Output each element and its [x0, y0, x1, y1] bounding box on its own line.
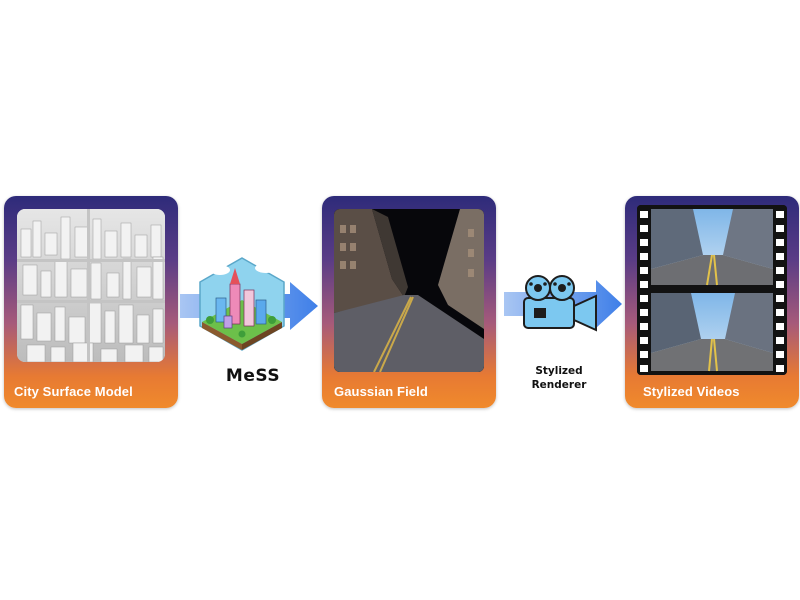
stylized-videos-panel: Stylized Videos — [625, 196, 799, 408]
city-surface-model-panel: City Surface Model — [4, 196, 178, 408]
panel-title: Gaussian Field — [334, 384, 428, 399]
film-camera-icon — [523, 275, 597, 332]
mess-isometric-city-icon — [199, 257, 285, 351]
panel-title: City Surface Model — [14, 384, 133, 399]
mess-label: MeSS — [225, 366, 281, 386]
video-frame-2 — [651, 293, 773, 372]
stylized-renderer-label: Stylized Renderer — [524, 364, 594, 392]
city-model-image — [17, 209, 165, 362]
gaussian-field-panel: Gaussian Field — [322, 196, 496, 408]
panel-title: Stylized Videos — [643, 384, 740, 399]
film-strip-icon — [637, 205, 787, 375]
renderer-label-line-2: Renderer — [531, 379, 587, 391]
video-frame-1 — [651, 209, 773, 286]
renderer-label-line-1: Stylized — [535, 365, 583, 377]
gaussian-street-image — [334, 209, 484, 372]
